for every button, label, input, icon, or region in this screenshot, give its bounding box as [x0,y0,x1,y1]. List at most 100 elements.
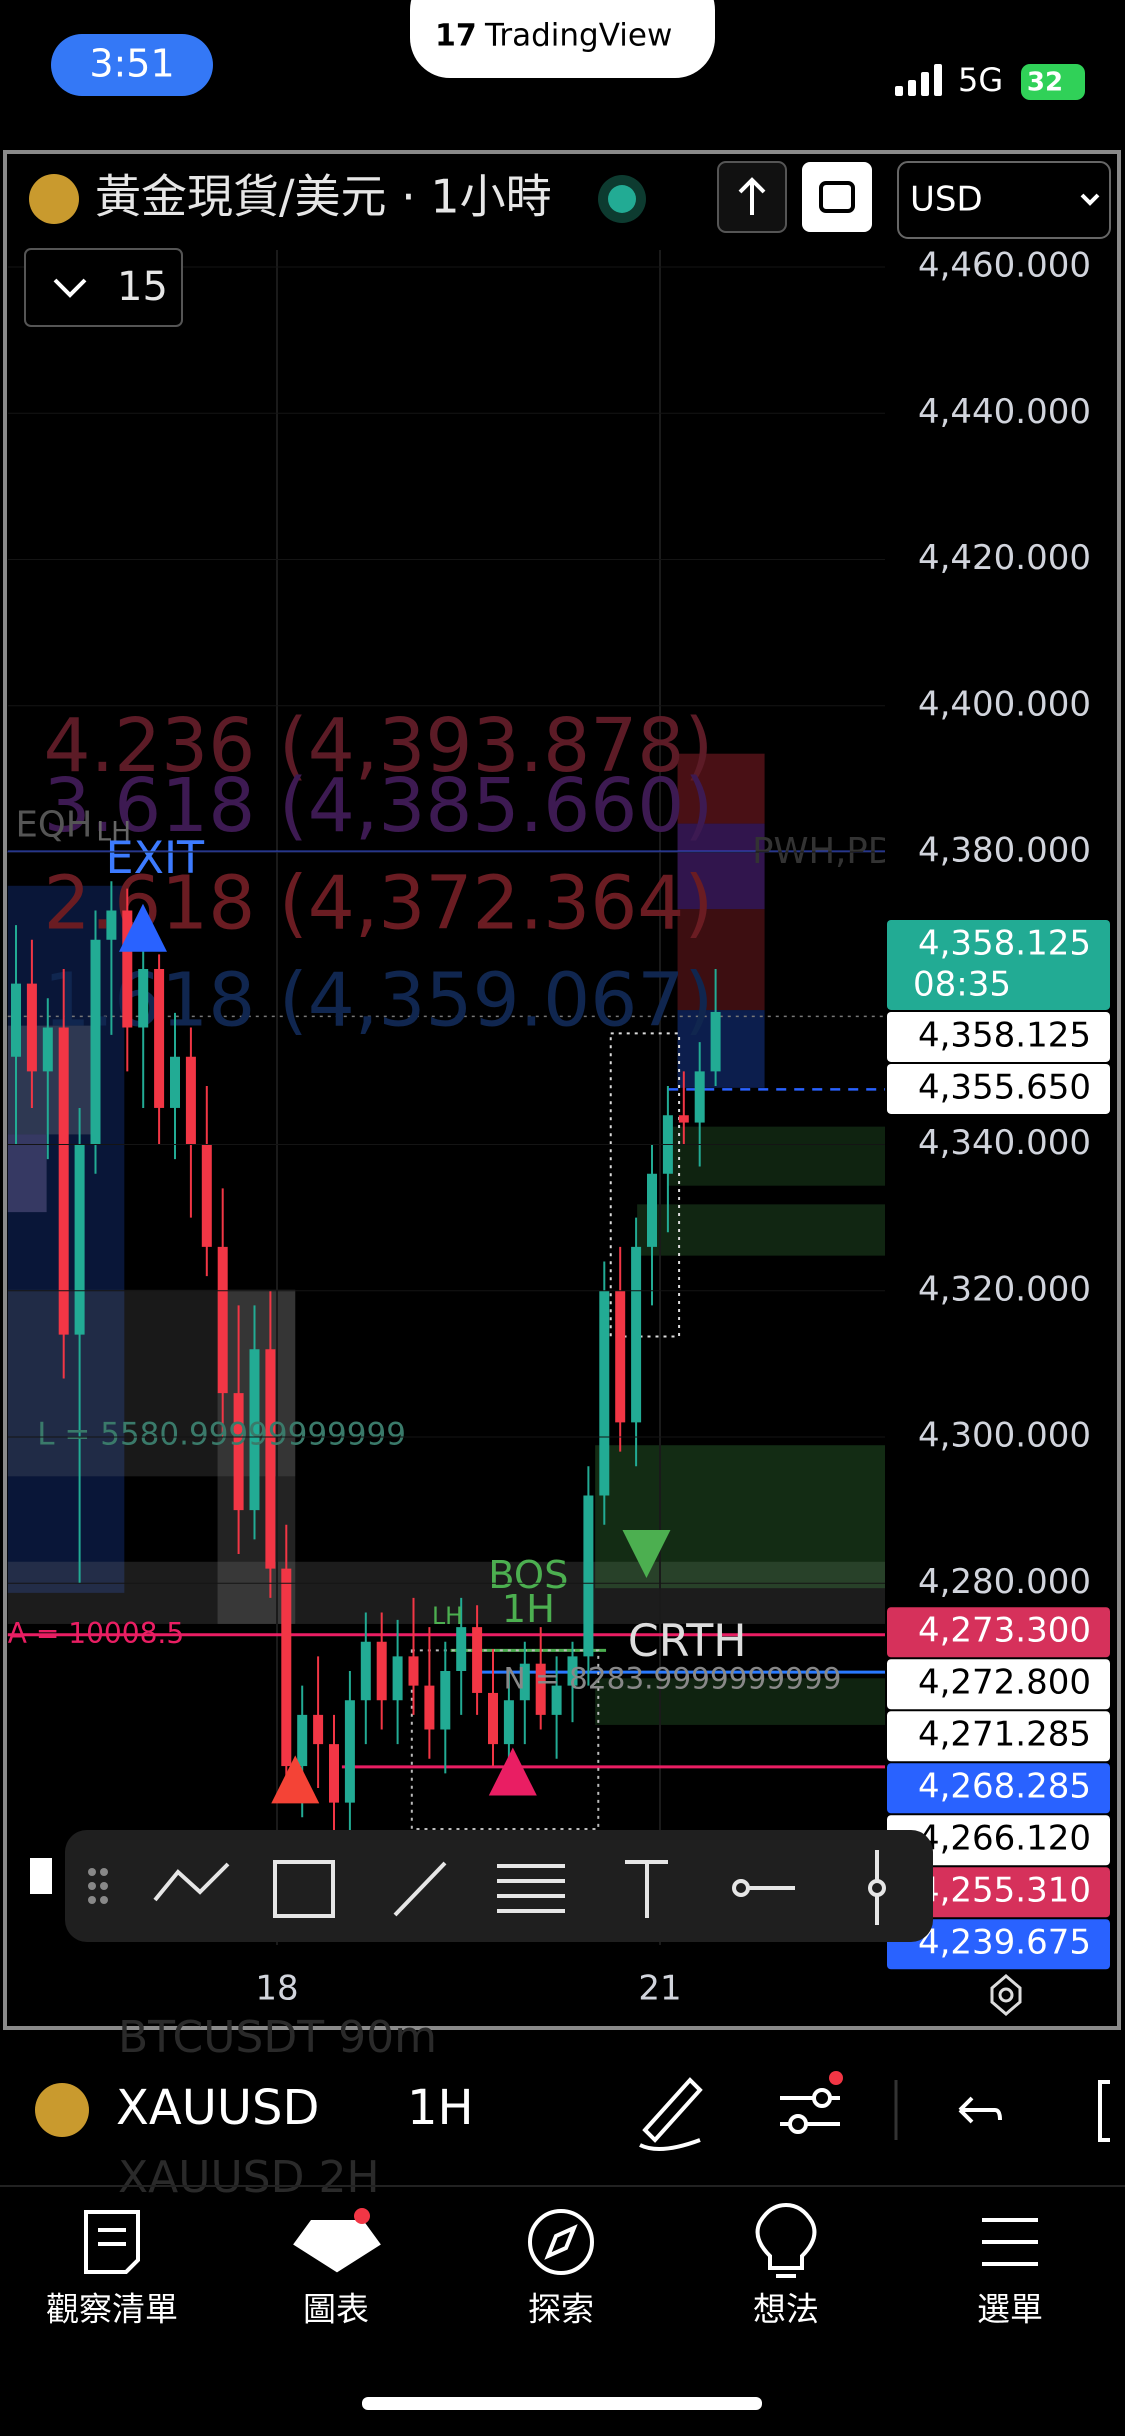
tab-label[interactable]: 選單 [977,2290,1043,2329]
annotation: CRTH [628,1616,747,1667]
annotation: A = 10008.5 [8,1617,184,1650]
price-tick-label: 4,420.000 [918,538,1091,578]
candle-body [456,1627,467,1671]
knob [788,2114,808,2134]
candle-body [138,969,149,1028]
chart-pane: 4.236 (4,393.878)3.618 (4,385.660)2.618 … [7,250,885,1945]
tab-label[interactable]: 想法 [753,2290,819,2329]
candle-body [535,1663,546,1715]
price-tag-label: 4,272.800 [918,1663,1091,1703]
candle-body [11,983,21,1057]
signal-marker [488,1747,537,1796]
candle-body [217,1246,228,1394]
currency-select[interactable] [897,161,1111,239]
candle-body [647,1173,657,1247]
candle-body [710,1011,721,1072]
symbol-icon [35,2083,89,2137]
symbol-icon[interactable] [29,174,79,224]
tab-icons [84,2202,1038,2278]
ghost-symbol: XAUUSD 2H [118,2152,380,2203]
candle-body [376,1641,387,1701]
time-tick-label: 18 [255,1969,298,2009]
interval[interactable]: 1H [407,2080,474,2136]
candle-body [233,1393,244,1511]
time-tick-label: 21 [638,1969,681,2009]
annotation: LH [96,816,131,847]
price-tag-label: 4,266.120 [918,1819,1091,1859]
price-axis: 4,460.000 4,440.000 4,420.000 4,400.000 4,38… [8,246,1110,1970]
candle-body [122,910,133,1028]
chart-title[interactable]: 黃金現貨/美元 · 1小時 [95,170,552,224]
countdown: 08:35 [913,964,1011,1004]
annotation: EXIT [106,833,205,884]
candle-body [249,1349,260,1511]
tool-trend[interactable] [153,1862,230,1902]
zone [637,1204,885,1256]
price-tag [887,1815,1110,1866]
tool-text[interactable] [625,1860,668,1918]
collapse-icon [53,278,87,298]
indicator-count[interactable]: 15 [117,264,168,310]
price-tag-label: 4,255.310 [918,1871,1091,1911]
price-tick-label: 4,300.000 [918,1416,1091,1456]
tab-badge [354,2208,370,2224]
tool-rect[interactable] [273,1860,335,1918]
fib-label: 3.618 (4,385.660) [44,763,714,849]
tool-line[interactable] [393,1861,447,1917]
candle-body [360,1641,371,1701]
market-status [608,185,636,213]
tab-label[interactable]: 探索 [528,2290,594,2329]
candle-body [631,1246,642,1423]
settings-icon[interactable] [990,1974,1022,2016]
candle-body [599,1290,610,1496]
network: 5G [958,61,1003,99]
price-tag [887,1711,1110,1762]
tab-label[interactable]: 觀察清單 [46,2290,178,2329]
chart-frame [3,150,1121,2030]
app-logo: 17 [435,19,477,54]
draw-button[interactable] [639,2077,703,2151]
signal-marker [622,1530,671,1578]
settings-dot [998,1987,1014,2003]
candle-body [90,939,101,1145]
price-tick-label: 4,380.000 [918,831,1091,871]
app-name: TradingView [484,18,672,54]
zone [677,823,765,910]
price-tag [887,1063,1110,1114]
candle-body [344,1700,355,1803]
annotation: N = 8283.9999999999 [503,1661,841,1695]
candle-body [424,1685,435,1730]
candle-body [694,1071,705,1123]
tab-label[interactable]: 圖表 [303,2290,369,2329]
candle-body [26,983,37,1072]
candle-body [106,910,117,940]
price-tag-label: 4,358.125 [918,923,1091,963]
undo-button[interactable] [958,2096,1002,2124]
price-tag [887,1011,1110,1062]
indicator-toggle[interactable] [24,248,183,327]
price-tag [887,1867,1110,1918]
zone [7,1561,885,1624]
candle-body [472,1627,483,1693]
badge [829,2071,843,2085]
annotation: EQH [16,805,93,846]
candle-body [678,1115,689,1123]
candle-body [42,1027,53,1072]
tool-fib[interactable] [497,1864,565,1913]
candle-body [281,1568,292,1767]
zone [595,1445,885,1589]
price-tick-label: 4,320.000 [918,1269,1091,1309]
sync-button[interactable] [802,162,872,232]
battery-level: 32 [1027,68,1063,98]
more-button[interactable] [1098,2080,1110,2142]
time-pill [51,34,213,96]
up-icon [738,177,766,215]
price-tag-label: 4,271.285 [918,1715,1091,1755]
currency[interactable]: USD [910,180,983,220]
candle-body [297,1714,308,1767]
annotation: 1H [502,1587,555,1632]
symbol[interactable]: XAUUSD [116,2080,319,2136]
zone [677,753,765,824]
